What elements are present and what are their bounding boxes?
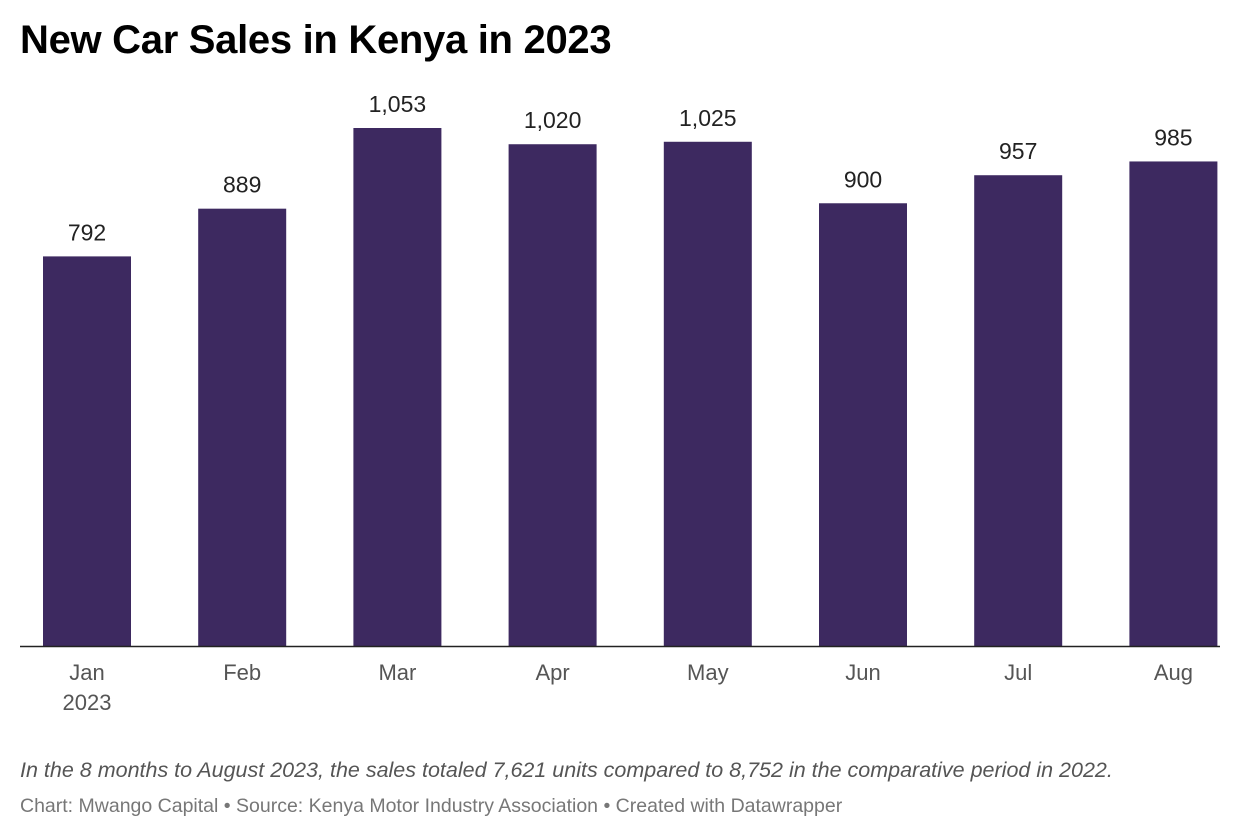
bar-aug xyxy=(1129,161,1218,646)
value-label-jan: 792 xyxy=(68,219,106,245)
x-tick-jul: Jul xyxy=(1004,660,1032,685)
value-label-feb: 889 xyxy=(223,172,261,198)
x-tick-may: May xyxy=(687,660,729,685)
x-tick-jun: Jun xyxy=(845,660,880,685)
bar-apr xyxy=(508,144,597,646)
value-label-apr: 1,020 xyxy=(524,107,582,133)
bar-jul xyxy=(974,175,1063,646)
value-label-jul: 957 xyxy=(999,138,1037,164)
x-tick-aug: Aug xyxy=(1154,660,1193,685)
x-tick-feb: Feb xyxy=(223,660,261,685)
bar-jan xyxy=(43,256,131,646)
bar-may xyxy=(663,141,752,646)
chart-title: New Car Sales in Kenya in 2023 xyxy=(20,18,612,62)
value-label-mar: 1,053 xyxy=(369,91,427,117)
value-label-may: 1,025 xyxy=(679,105,737,131)
x-tick-mar: Mar xyxy=(378,660,416,685)
x-tick-sublabel-jan: 2023 xyxy=(63,690,112,715)
bar-jun xyxy=(819,203,907,646)
value-label-jun: 900 xyxy=(844,166,882,192)
chart-credit: Chart: Mwango Capital • Source: Kenya Mo… xyxy=(20,795,843,817)
bar-feb xyxy=(198,208,287,647)
bar-mar xyxy=(353,128,442,646)
chart-description: In the 8 months to August 2023, the sale… xyxy=(20,758,1113,782)
x-tick-apr: Apr xyxy=(535,660,569,685)
x-tick-jan: Jan xyxy=(69,660,104,685)
bar-chart: 792 Jan 2023 889 Feb 1,053 Mar 1,020 Apr 1,025 May… xyxy=(20,91,1220,715)
value-label-aug: 985 xyxy=(1154,124,1192,150)
